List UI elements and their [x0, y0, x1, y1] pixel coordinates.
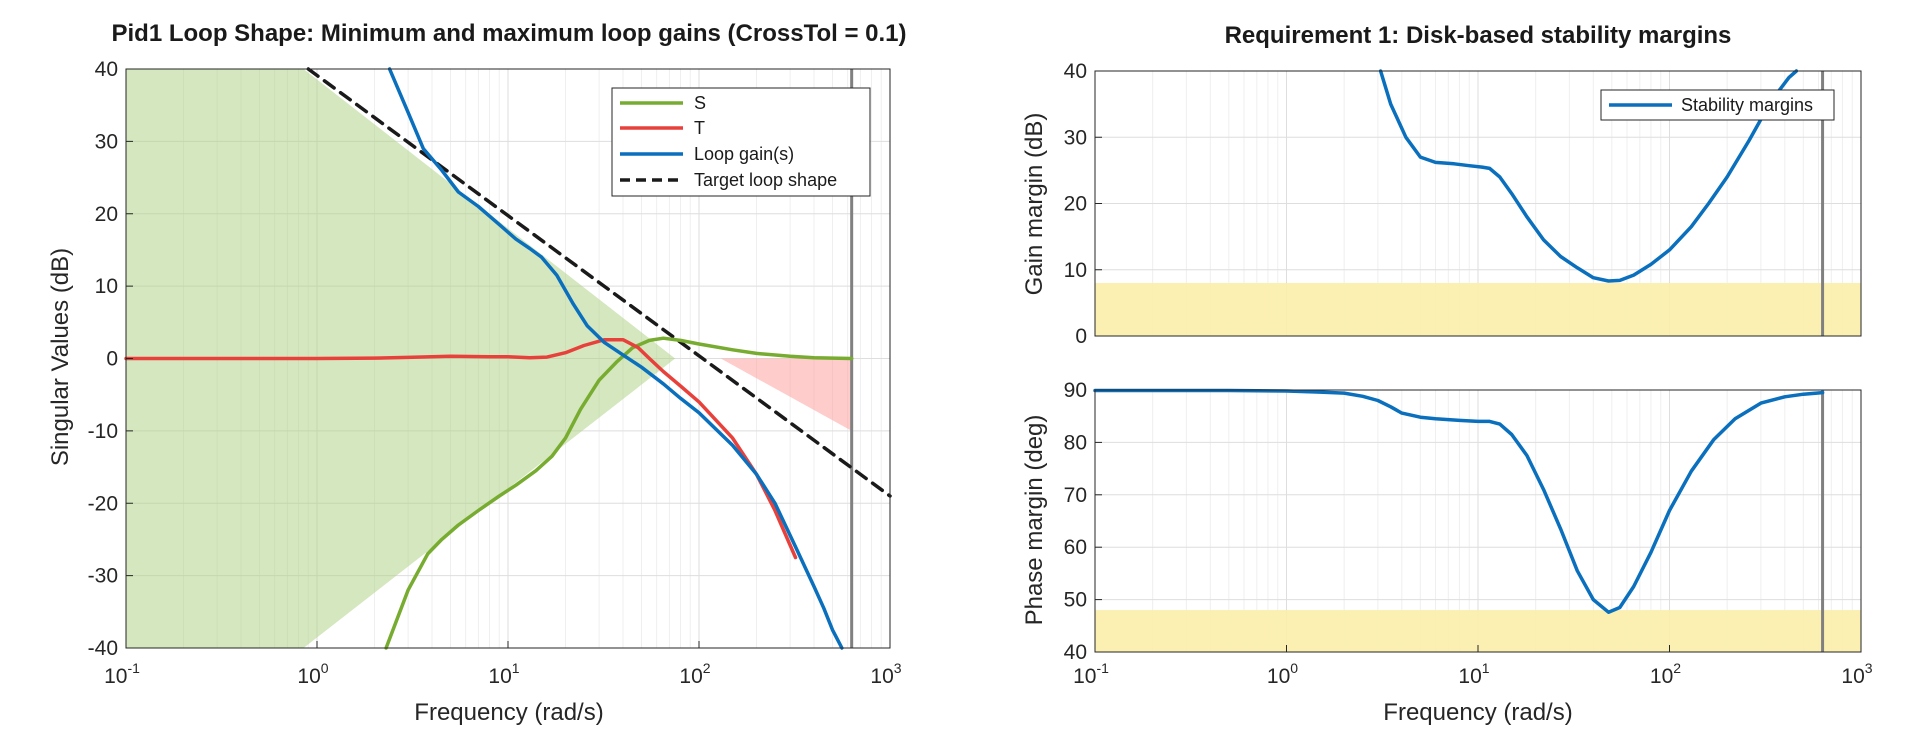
y-tick-label: 30 — [95, 130, 118, 153]
y-tick-labels: -40 -30 -20 -10 0 10 20 30 40 — [88, 58, 133, 660]
y-axis-label: Phase margin (deg) — [1021, 415, 1048, 626]
x-tick-label: 10-1 — [104, 660, 140, 688]
y-tick-label: -20 — [88, 492, 118, 515]
legend: S T Loop gain(s) Target loop shape — [611, 87, 871, 197]
y-tick-label: 10 — [1064, 259, 1087, 282]
series-lines — [1093, 388, 1825, 652]
y-tick-label: 0 — [106, 348, 118, 371]
chart-title: Requirement 1: Disk-based stability marg… — [1225, 22, 1732, 49]
bound-region — [720, 358, 852, 431]
stability-margin-line — [1093, 388, 1825, 614]
x-tick-labels: 10-1 100 101 102 103 — [1073, 645, 1873, 688]
s-series-line — [384, 336, 854, 650]
x-tick-base: 10 — [679, 665, 702, 688]
x-tick-exponent: 2 — [703, 660, 711, 676]
y-axis-label: Gain margin (dB) — [1021, 113, 1048, 296]
x-axis-label: Frequency (rad/s) — [1383, 699, 1572, 726]
x-tick-base: 10 — [1073, 665, 1096, 688]
y-tick-label: 70 — [1064, 484, 1087, 507]
y-tick-label: 30 — [1064, 126, 1087, 149]
loop-shape-chart: Pid1 Loop Shape: Minimum and maximum loo… — [47, 20, 907, 726]
legend-label-stability: Stability margins — [1681, 95, 1813, 115]
x-tick-exponent: 1 — [1482, 660, 1490, 676]
y-tick-label: 10 — [95, 275, 118, 298]
chart-title: Pid1 Loop Shape: Minimum and maximum loo… — [112, 20, 907, 47]
legend-label-loop-gain: Loop gain(s) — [694, 144, 794, 164]
x-tick-base: 10 — [1458, 665, 1481, 688]
x-tick-base: 10 — [1267, 665, 1290, 688]
target-loop-shape-line — [306, 67, 892, 498]
legend-box — [611, 87, 871, 197]
x-tick-label: 100 — [1267, 660, 1298, 688]
x-tick-exponent: 0 — [321, 660, 329, 676]
stability-margin-line — [1378, 69, 1799, 283]
legend-label-s: S — [694, 93, 706, 113]
y-tick-labels: 0 10 20 30 40 — [1064, 60, 1102, 348]
x-tick-label: 10-1 — [1073, 660, 1109, 688]
x-tick-exponent: -1 — [127, 660, 140, 676]
loop-gain-series-line — [387, 67, 844, 650]
x-tick-label: 102 — [679, 660, 710, 688]
x-tick-base: 10 — [1650, 665, 1673, 688]
legend-label-t: T — [694, 118, 705, 138]
x-tick-base: 10 — [870, 665, 893, 688]
x-tick-exponent: 3 — [1865, 660, 1873, 676]
y-tick-label: -40 — [88, 637, 118, 660]
x-tick-exponent: 1 — [512, 660, 520, 676]
x-tick-exponent: 3 — [894, 660, 902, 676]
stability-margins-chart: Requirement 1: Disk-based stability marg… — [1021, 22, 1873, 726]
y-tick-labels: 40 50 60 70 80 90 — [1064, 379, 1102, 664]
x-tick-label: 103 — [1841, 660, 1872, 688]
requirement-bound-region — [1095, 283, 1861, 336]
x-tick-label: 102 — [1650, 660, 1681, 688]
y-tick-label: 20 — [95, 203, 118, 226]
y-tick-label: -10 — [88, 420, 118, 443]
x-tick-labels: 10-1 100 101 102 103 — [104, 641, 902, 688]
x-tick-exponent: 0 — [1290, 660, 1298, 676]
x-tick-label: 101 — [1458, 660, 1489, 688]
x-tick-base: 10 — [488, 665, 511, 688]
y-tick-label: 80 — [1064, 431, 1087, 454]
y-tick-label: 40 — [1064, 641, 1087, 664]
x-tick-label: 101 — [488, 660, 519, 688]
y-tick-label: 0 — [1075, 325, 1087, 348]
y-tick-label: 40 — [95, 58, 118, 81]
gain-margin-subplot: 0 10 20 30 40 Gain margin (dB) Stability mar… — [1021, 60, 1862, 348]
bound-regions — [1095, 283, 1861, 336]
y-axis-label: Singular Values (dB) — [47, 248, 74, 466]
x-tick-label: 100 — [297, 660, 328, 688]
x-tick-exponent: 2 — [1673, 660, 1681, 676]
y-tick-label: 90 — [1064, 379, 1087, 402]
x-tick-base: 10 — [1841, 665, 1864, 688]
grid — [1094, 389, 1862, 653]
t-series-line — [124, 337, 798, 560]
y-tick-label: -30 — [88, 565, 118, 588]
y-tick-label: 40 — [1064, 60, 1087, 83]
x-tick-base: 10 — [104, 665, 127, 688]
x-tick-base: 10 — [297, 665, 320, 688]
legend: Stability margins — [1600, 89, 1835, 121]
y-tick-label: 20 — [1064, 193, 1087, 216]
x-axis-label: Frequency (rad/s) — [414, 699, 603, 726]
x-tick-label: 103 — [870, 660, 901, 688]
legend-label-target: Target loop shape — [694, 170, 837, 190]
x-tick-exponent: -1 — [1096, 660, 1109, 676]
y-tick-label: 60 — [1064, 536, 1087, 559]
y-tick-label: 50 — [1064, 589, 1087, 612]
